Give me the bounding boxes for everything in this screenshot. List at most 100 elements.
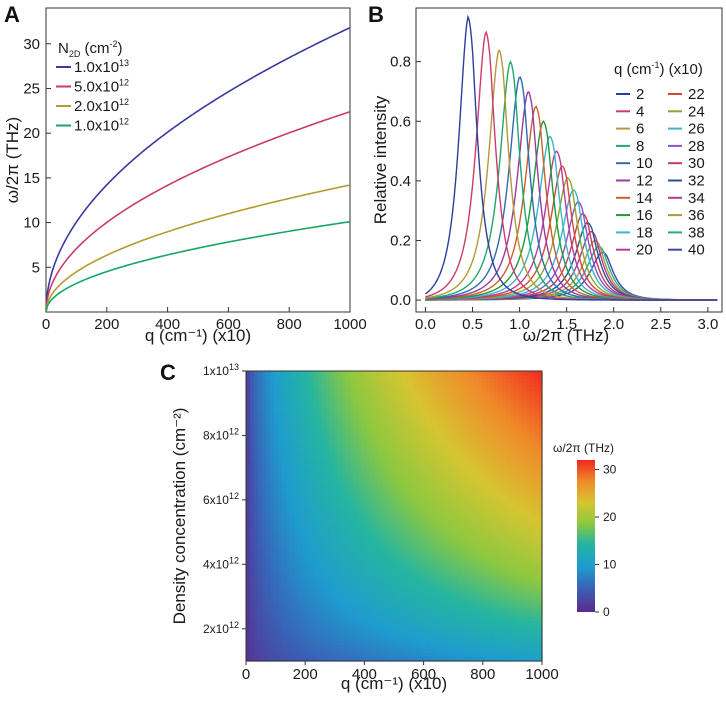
heatmap-cell — [422, 656, 427, 662]
heatmap-cell — [394, 648, 399, 654]
heatmap-cell — [414, 644, 419, 650]
heatmap-cell — [278, 648, 283, 654]
heatmap-cell — [434, 632, 439, 638]
heatmap-cell — [362, 395, 367, 400]
heatmap-cell — [314, 411, 319, 416]
heatmap-cell — [442, 632, 447, 638]
heatmap-cell — [390, 471, 395, 477]
heatmap-cell — [306, 544, 311, 549]
heatmap-cell — [430, 576, 435, 582]
heatmap-cell — [386, 443, 391, 449]
heatmap-cell — [334, 399, 339, 404]
heatmap-cell — [478, 387, 483, 392]
heatmap-cell — [386, 411, 391, 416]
heatmap-cell — [350, 419, 355, 424]
heatmap-cell — [514, 391, 519, 396]
heatmap-cell — [450, 511, 455, 517]
heatmap-cell — [410, 447, 415, 453]
heatmap-cell — [322, 592, 327, 598]
heatmap-cell — [442, 568, 447, 573]
heatmap-cell — [478, 612, 483, 618]
heatmap-cell — [434, 620, 439, 626]
heatmap-cell — [474, 411, 479, 416]
heatmap-cell — [314, 511, 319, 517]
heatmap-cell — [366, 652, 371, 658]
heatmap-cell — [398, 499, 403, 505]
heatmap-cell — [378, 403, 383, 408]
heatmap-cell — [446, 640, 451, 646]
heatmap-cell — [506, 395, 511, 400]
heatmap-cell — [342, 411, 347, 416]
heatmap-cell — [498, 487, 503, 493]
heatmap-cell — [410, 644, 415, 650]
heatmap-cell — [350, 548, 355, 553]
heatmap-cell — [362, 495, 367, 501]
heatmap-cell — [486, 640, 491, 646]
heatmap-cell — [442, 459, 447, 465]
heatmap-cell — [442, 620, 447, 626]
heatmap-cell — [382, 399, 387, 404]
heatmap-cell — [474, 528, 479, 533]
heatmap-cell — [490, 499, 495, 505]
heatmap-cell — [502, 552, 507, 557]
heatmap-cell — [370, 556, 375, 561]
heatmap-cell — [254, 600, 259, 606]
heatmap-cell — [334, 407, 339, 412]
heatmap-cell — [258, 503, 263, 509]
heatmap-cell — [402, 656, 407, 662]
heatmap-cell — [246, 544, 251, 549]
heatmap-cell — [318, 644, 323, 650]
heatmap-cell — [310, 387, 315, 392]
heatmap-cell — [338, 620, 343, 626]
heatmap-cell — [250, 471, 255, 477]
heatmap-cell — [474, 423, 479, 428]
heatmap-cell — [390, 487, 395, 493]
heatmap-cell — [334, 620, 339, 626]
heatmap-cell — [438, 507, 443, 513]
heatmap-cell — [466, 375, 471, 380]
heatmap-cell — [490, 524, 495, 529]
heatmap-cell — [418, 391, 423, 396]
heatmap-cell — [278, 423, 283, 428]
heatmap-cell — [354, 483, 359, 489]
heatmap-cell — [446, 499, 451, 505]
heatmap-cell — [466, 435, 471, 441]
heatmap-cell — [338, 411, 343, 416]
heatmap-cell — [482, 564, 487, 569]
heatmap-cell — [310, 576, 315, 582]
heatmap-cell — [362, 648, 367, 654]
heatmap-cell — [494, 552, 499, 557]
heatmap-cell — [278, 439, 283, 445]
heatmap-cell — [490, 451, 495, 457]
heatmap-cell — [498, 572, 503, 578]
heatmap-cell — [354, 403, 359, 408]
heatmap-cell — [306, 375, 311, 380]
heatmap-cell — [282, 588, 287, 594]
heatmap-cell — [462, 403, 467, 408]
heatmap-cell — [466, 391, 471, 396]
heatmap-cell — [442, 556, 447, 561]
heatmap-cell — [254, 528, 259, 533]
heatmap-cell — [338, 467, 343, 473]
heatmap-cell — [370, 580, 375, 586]
heatmap-cell — [506, 656, 511, 662]
heatmap-cell — [502, 491, 507, 497]
heatmap-cell — [370, 564, 375, 569]
panel-c-letter: C — [160, 360, 176, 385]
heatmap-cell — [286, 475, 291, 481]
heatmap-cell — [246, 423, 251, 428]
heatmap-cell — [438, 511, 443, 517]
heatmap-cell — [426, 520, 431, 525]
heatmap-cell — [398, 383, 403, 388]
heatmap-cell — [278, 636, 283, 642]
heatmap-cell — [418, 395, 423, 400]
heatmap-cell — [430, 528, 435, 533]
heatmap-cell — [426, 379, 431, 384]
heatmap-cell — [358, 387, 363, 392]
heatmap-cell — [298, 524, 303, 529]
heatmap-cell — [478, 487, 483, 493]
heatmap-cell — [334, 552, 339, 557]
heatmap-cell — [414, 459, 419, 465]
heatmap-cell — [426, 403, 431, 408]
heatmap-cell — [466, 584, 471, 590]
